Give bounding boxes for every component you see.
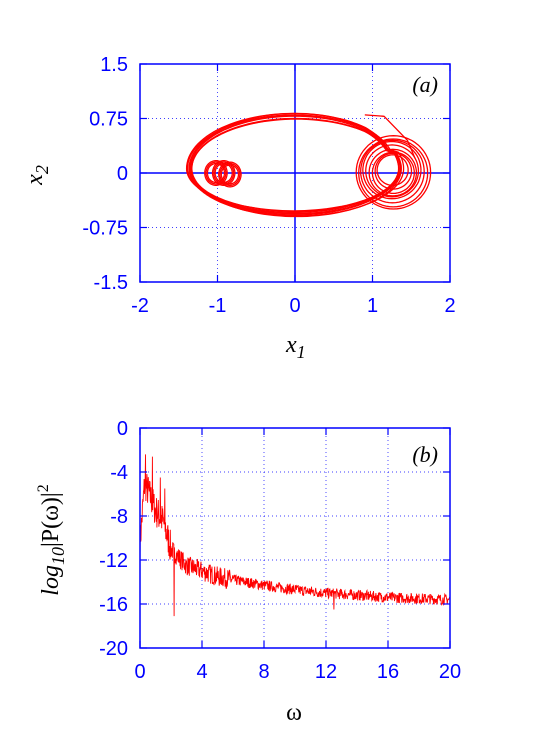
y-tick-label: -4 [110,462,128,484]
y-axis-label-b: log10|P(ω)|2 [35,484,68,595]
trajectory-a [185,112,432,218]
panel-label-a: (a) [412,72,438,97]
outer-orbit [189,115,400,213]
y-axis-label-a: x2 [22,165,52,186]
x-tick-label: 2 [444,295,455,317]
right-loop [365,144,420,198]
x-tick-label: 4 [196,661,207,683]
y-axis-label-b-main: log [38,565,64,596]
y-tick-label: -16 [99,594,128,616]
left-loop [219,162,241,186]
spectrum-line [139,454,451,617]
right-loop [376,154,409,187]
y-tick-label: 0.75 [89,109,128,131]
tick-labels-b: 0 4 8 12 16 20 0 -4 -8 -12 -16 -20 [99,418,461,683]
upper-right-segment [364,114,416,159]
y-tick-label: 0 [117,418,128,440]
x-axis-label-b: ω [286,700,302,726]
y-tick-label: -20 [99,638,128,660]
x-tick-label: 1 [367,295,378,317]
x-tick-label: 12 [315,661,337,683]
panel-label-b: (b) [412,442,438,467]
y-tick-label: -0.75 [82,218,128,240]
y-axis-label-a-sub: 2 [32,165,52,174]
y-tick-label: -12 [99,550,128,572]
x-tick-label: -2 [131,295,149,317]
y-tick-label: 0 [117,163,128,185]
left-loop [218,161,242,188]
x-tick-label: 0 [134,661,145,683]
x-tick-label: -1 [209,295,227,317]
power-spectrum-panel: 0 4 8 12 16 20 0 -4 -8 -12 -16 -20 (b) ω log10|P(ω)… [35,418,461,726]
right-loop [371,151,415,195]
y-tick-label: -1.5 [94,272,128,294]
x-tick-label: 16 [377,661,399,683]
ticks-b [139,427,451,649]
spectrum-b [139,454,451,617]
right-loop [355,135,432,210]
tick-labels-a: -2 -1 0 1 2 -1.5 -0.75 0 0.75 1.5 [82,54,455,317]
x-tick-label: 20 [439,661,461,683]
x-axis-label-a-main: x [285,332,297,358]
right-loop [358,138,429,208]
outer-orbit [191,118,401,215]
y-axis-label-b-sub: 10 [48,547,68,565]
right-loop [360,139,425,204]
ticks-a [139,63,451,283]
y-tick-label: -8 [110,506,128,528]
x-tick-label: 0 [289,295,300,317]
x-axis-label-a: x1 [285,332,306,362]
grid-b [140,428,450,648]
right-loop [374,152,413,190]
y-axis-label-a-main: x [22,174,48,186]
x-axis-label-a-sub: 1 [297,342,306,362]
y-tick-label: 1.5 [100,54,128,76]
y-axis-label-b-sup: 2 [35,484,52,492]
right-loop [368,148,418,197]
left-loop [220,164,240,185]
outer-orbit [186,114,401,214]
right-loop [362,140,422,200]
plot-frame-b [139,427,451,649]
x-tick-label: 8 [258,661,269,683]
y-axis-label-b-rest: |P(ω)| [38,492,64,547]
